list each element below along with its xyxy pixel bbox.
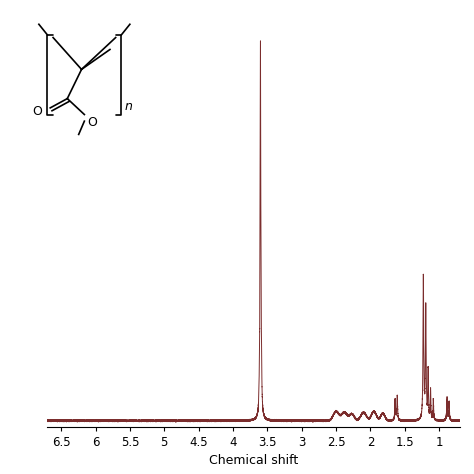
Text: n: n (124, 100, 132, 113)
Text: O: O (33, 105, 42, 118)
X-axis label: Chemical shift: Chemical shift (209, 454, 298, 467)
Text: O: O (87, 116, 97, 129)
